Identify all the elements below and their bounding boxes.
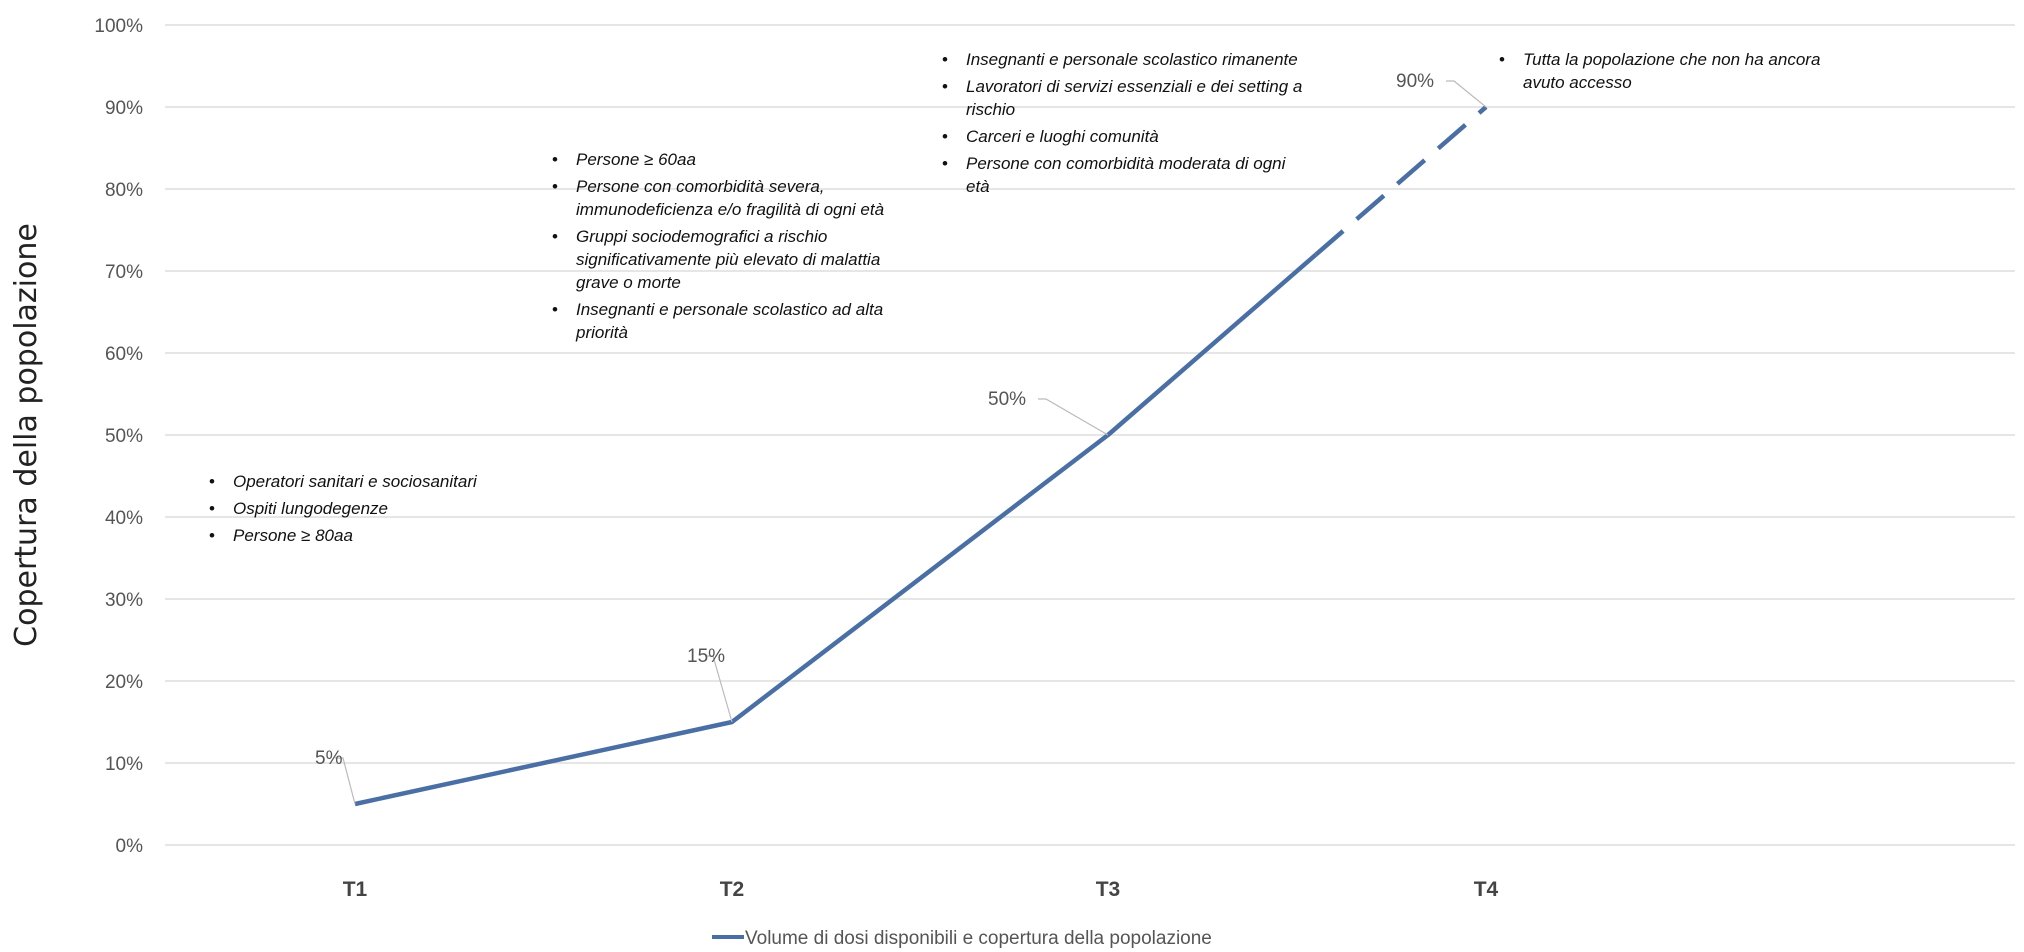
annotation-item: Persone con comorbidità moderata di ogni… xyxy=(938,152,1308,198)
data-label: 50% xyxy=(988,389,1026,410)
annotation-item: Carceri e luoghi comunità xyxy=(938,125,1308,148)
y-tick-label: 20% xyxy=(105,672,143,693)
y-tick-label: 10% xyxy=(105,754,143,775)
y-tick-label: 60% xyxy=(105,344,143,365)
annotation-item: Persone con comorbidità severa, immunode… xyxy=(548,175,888,221)
series-lines xyxy=(354,105,1488,807)
data-label-leader xyxy=(1446,80,1487,108)
data-label: 90% xyxy=(1396,71,1434,92)
x-tick-label: T2 xyxy=(720,878,745,901)
series-line-solid xyxy=(354,252,1318,807)
data-label-leader xyxy=(335,757,356,805)
data-label: 15% xyxy=(687,646,725,667)
y-tick-label: 0% xyxy=(116,836,144,857)
series-line-dashed xyxy=(1314,105,1488,257)
annotation-item: Operatori sanitari e sociosanitari xyxy=(205,470,525,493)
y-axis-label: Copertura della popolazione xyxy=(9,223,44,647)
legend: Volume di dosi disponibili e copertura d… xyxy=(712,928,1212,949)
y-tick-label: 30% xyxy=(105,590,143,611)
annotation-item: Insegnanti e personale scolastico ad alt… xyxy=(548,298,888,344)
x-tick-label: T4 xyxy=(1474,878,1499,901)
x-axis-ticks: T1 T2 T3 T4 xyxy=(343,878,1499,901)
y-tick-label: 90% xyxy=(105,98,143,119)
x-tick-label: T1 xyxy=(343,878,368,901)
annotation-item: Insegnanti e personale scolastico rimane… xyxy=(938,48,1308,71)
annotation-item: Tutta la popolazione che non ha ancora a… xyxy=(1495,48,1825,94)
annotation-item: Gruppi sociodemografici a rischio signif… xyxy=(548,225,888,294)
y-tick-label: 50% xyxy=(105,426,143,447)
data-labels: 5% 15% 50% 90% xyxy=(315,71,1487,805)
annotation-t1: Operatori sanitari e sociosanitari Ospit… xyxy=(205,470,525,551)
annotation-t2: Persone ≥ 60aa Persone con comorbidità s… xyxy=(548,148,888,348)
y-tick-label: 40% xyxy=(105,508,143,529)
data-label-leader xyxy=(705,655,733,723)
data-label-leader xyxy=(1038,398,1109,436)
y-tick-label: 80% xyxy=(105,180,143,201)
annotation-item: Lavoratori di servizi essenziali e dei s… xyxy=(938,75,1308,121)
annotation-t4: Tutta la popolazione che non ha ancora a… xyxy=(1495,48,1825,98)
x-tick-label: T3 xyxy=(1096,878,1121,901)
data-label: 5% xyxy=(315,748,343,769)
annotation-item: Persone ≥ 60aa xyxy=(548,148,888,171)
annotation-item: Persone ≥ 80aa xyxy=(205,524,525,547)
annotation-t3: Insegnanti e personale scolastico rimane… xyxy=(938,48,1308,202)
y-tick-label: 70% xyxy=(105,262,143,283)
y-tick-label: 100% xyxy=(94,16,143,37)
y-axis-ticks: 0% 10% 20% 30% 40% 50% 60% 70% 80% 90% 100% xyxy=(94,16,143,857)
legend-label: Volume di dosi disponibili e copertura d… xyxy=(745,928,1212,949)
annotation-item: Ospiti lungodegenze xyxy=(205,497,525,520)
